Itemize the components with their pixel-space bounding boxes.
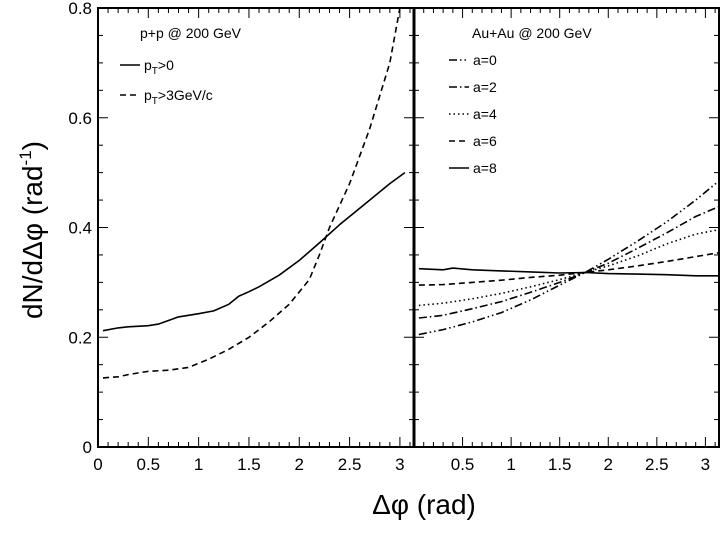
x-tick-label: 2 — [604, 455, 613, 474]
x-tick-label: 1 — [194, 455, 203, 474]
y-tick-label: 0 — [83, 438, 92, 457]
y-tick-label: 0.8 — [68, 0, 92, 18]
series-line — [418, 228, 720, 307]
x-tick-label: 1.5 — [548, 455, 572, 474]
legend-entry: a=8 — [473, 160, 497, 176]
series-line — [418, 180, 720, 336]
left-panel-pp: 0 0.5 1 1.5 2 2.5 3 0 0.2 0.4 0.6 0.8 p+p @ 200 GeV p… — [68, 0, 415, 474]
legend-entry: a=0 — [473, 52, 497, 68]
legend-entry: a=2 — [473, 79, 497, 95]
series-line — [418, 205, 720, 319]
x-tick-label: 0.5 — [136, 455, 160, 474]
legend-entry: pT>3GeV/c — [144, 87, 213, 107]
plot-frame — [413, 7, 720, 448]
series-line — [418, 267, 719, 277]
x-tick-label: 3 — [701, 455, 710, 474]
x-tick-label: 0 — [93, 455, 102, 474]
x-tick-label: 1.5 — [237, 455, 261, 474]
y-tick-label: 0.4 — [68, 219, 92, 238]
x-axis-title: Δφ (rad) — [372, 489, 476, 520]
series-line — [418, 251, 720, 286]
legend-title: p+p @ 200 GeV — [140, 25, 242, 41]
legend-entry: a=4 — [473, 106, 497, 122]
y-tick-label: 0.6 — [68, 109, 92, 128]
x-tick-label: 2.5 — [645, 455, 669, 474]
plot-frame — [97, 7, 415, 448]
x-tick-label: 2.5 — [338, 455, 362, 474]
legend-title: Au+Au @ 200 GeV — [472, 25, 592, 41]
x-tick-label: 0.5 — [451, 455, 475, 474]
right-panel-auau: 0.5 1 1.5 2 2.5 3 Au+Au @ 200 GeV a=0 a=2 a=4 a=6 a… — [413, 7, 720, 474]
y-axis-title: dN/dΔφ (rad-1) — [16, 141, 48, 319]
x-tick-label: 2 — [295, 455, 304, 474]
x-tick-label: 3 — [395, 455, 404, 474]
series-line — [102, 7, 401, 379]
series-line — [102, 171, 406, 332]
legend-entry: a=6 — [473, 133, 497, 149]
legend-entry: pT>0 — [144, 57, 174, 77]
axis-titles: dN/dΔφ (rad-1) Δφ (rad) — [16, 141, 476, 520]
x-tick-label: 1 — [506, 455, 515, 474]
y-tick-label: 0.2 — [68, 328, 92, 347]
